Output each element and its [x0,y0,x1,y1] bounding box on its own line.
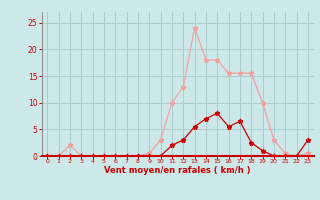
X-axis label: Vent moyen/en rafales ( km/h ): Vent moyen/en rafales ( km/h ) [104,166,251,175]
